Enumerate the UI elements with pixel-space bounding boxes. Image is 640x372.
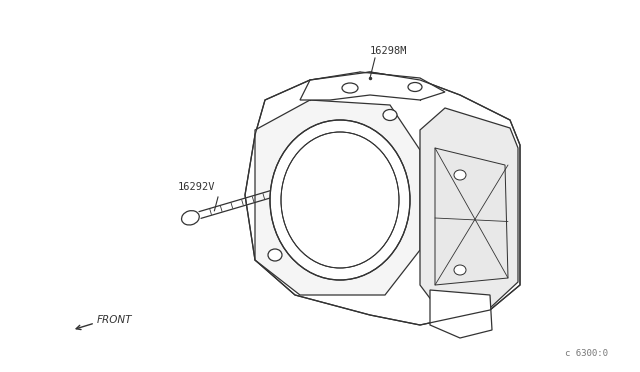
- Ellipse shape: [342, 83, 358, 93]
- Ellipse shape: [454, 265, 466, 275]
- Text: FRONT: FRONT: [97, 315, 132, 325]
- Text: 16298M: 16298M: [370, 46, 408, 56]
- Polygon shape: [430, 290, 492, 338]
- Ellipse shape: [383, 109, 397, 121]
- Ellipse shape: [408, 83, 422, 92]
- Text: 16292V: 16292V: [178, 182, 216, 192]
- Polygon shape: [300, 72, 445, 100]
- Polygon shape: [420, 108, 518, 308]
- Polygon shape: [435, 148, 508, 285]
- Ellipse shape: [281, 132, 399, 268]
- Polygon shape: [245, 72, 520, 325]
- Ellipse shape: [268, 249, 282, 261]
- Polygon shape: [255, 100, 420, 295]
- Ellipse shape: [270, 120, 410, 280]
- Ellipse shape: [454, 170, 466, 180]
- Ellipse shape: [182, 211, 199, 225]
- Text: c 6300:0: c 6300:0: [565, 349, 608, 358]
